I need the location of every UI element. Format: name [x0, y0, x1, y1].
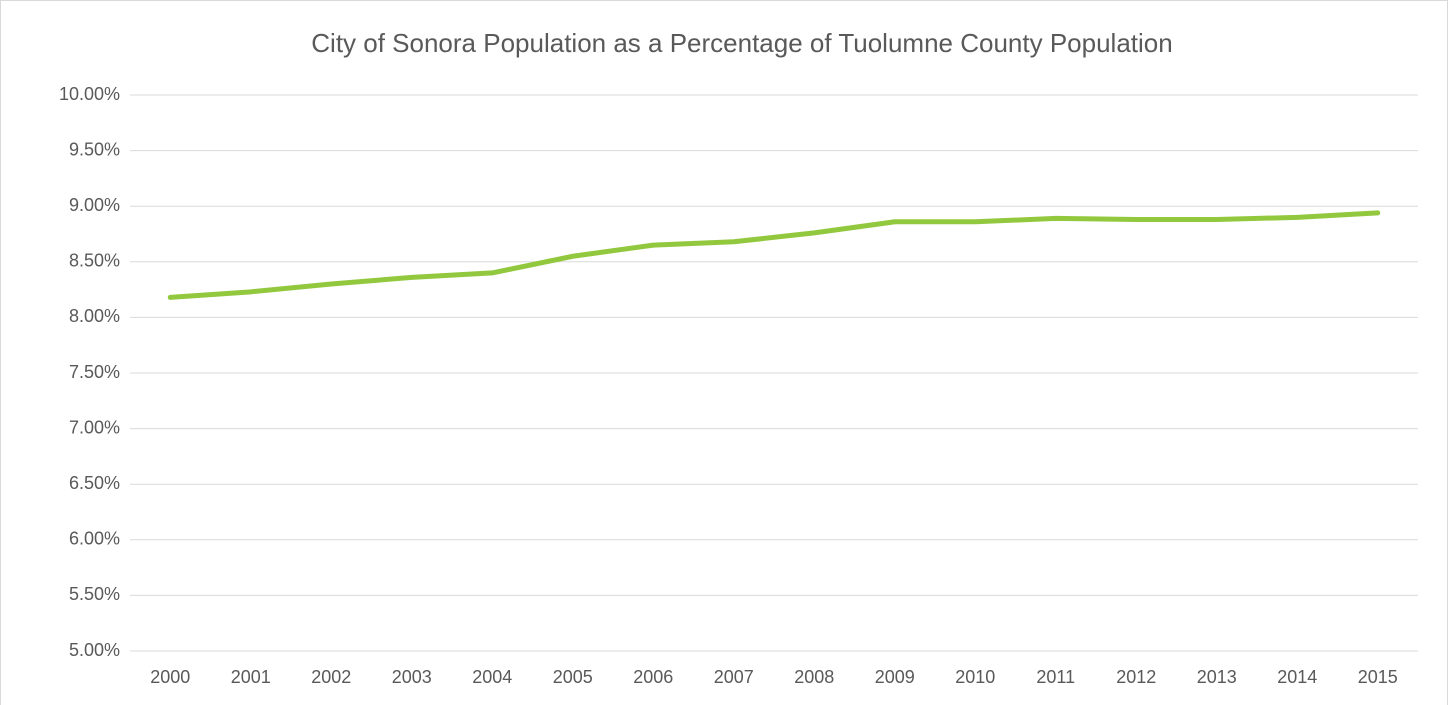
x-tick-label: 2003 [392, 667, 432, 687]
y-tick-label: 8.50% [69, 251, 120, 271]
x-tick-label: 2011 [1036, 667, 1075, 687]
y-tick-label: 6.00% [69, 529, 120, 549]
y-tick-label: 6.50% [69, 473, 120, 493]
x-tick-label: 2015 [1358, 667, 1398, 687]
x-tick-label: 2000 [150, 667, 190, 687]
chart-title: City of Sonora Population as a Percentag… [311, 28, 1172, 58]
y-tick-label: 10.00% [59, 84, 120, 104]
x-tick-label: 2014 [1277, 667, 1317, 687]
y-tick-label: 9.00% [69, 195, 120, 215]
y-tick-label: 5.50% [69, 584, 120, 604]
y-tick-label: 7.50% [69, 362, 120, 382]
x-tick-label: 2010 [955, 667, 995, 687]
x-tick-label: 2009 [875, 667, 915, 687]
line [167, 210, 1381, 300]
y-tick-label: 9.50% [69, 139, 120, 159]
x-tick-label: 2007 [714, 667, 754, 687]
y-tick-label: 8.00% [69, 306, 120, 326]
x-tick-label: 2013 [1197, 667, 1237, 687]
x-tick-label: 2012 [1116, 667, 1156, 687]
x-tick-label: 2005 [553, 667, 593, 687]
x-tick-label: 2008 [794, 667, 834, 687]
y-tick-label: 5.00% [69, 640, 120, 660]
y-tick-label: 7.00% [69, 417, 120, 437]
x-tick-label: 2004 [472, 667, 512, 687]
x-tick-label: 2006 [633, 667, 673, 687]
x-tick-label: 2002 [311, 667, 351, 687]
x-tick-label: 2001 [231, 667, 271, 687]
